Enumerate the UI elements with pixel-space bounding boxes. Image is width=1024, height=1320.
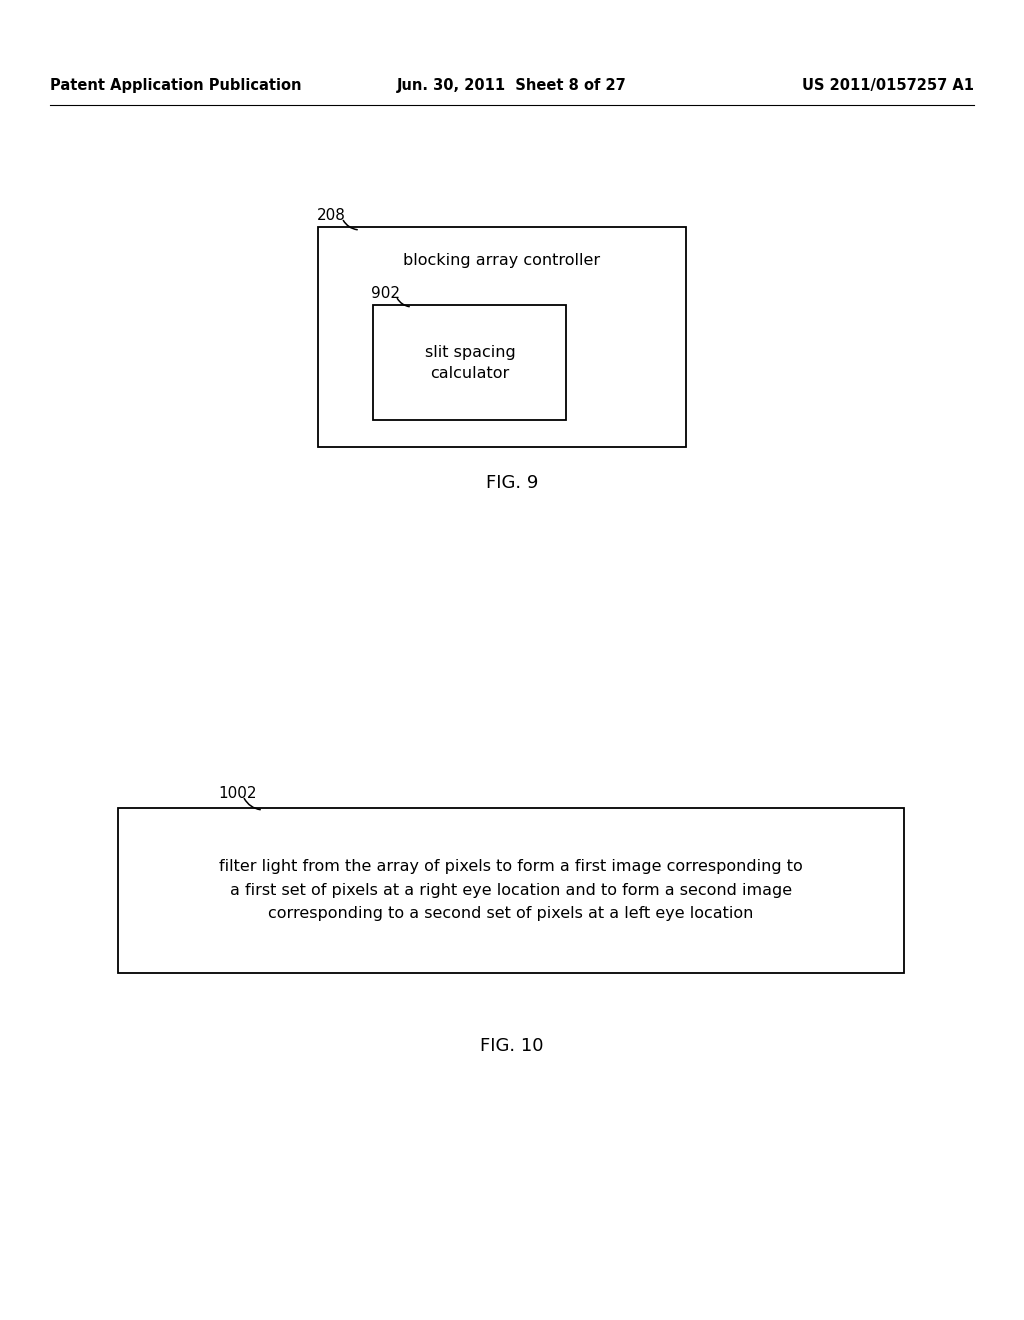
Text: filter light from the array of pixels to form a first image corresponding to
a f: filter light from the array of pixels to…: [219, 859, 803, 921]
Text: US 2011/0157257 A1: US 2011/0157257 A1: [802, 78, 974, 92]
Text: Patent Application Publication: Patent Application Publication: [50, 78, 301, 92]
Text: FIG. 10: FIG. 10: [480, 1038, 544, 1055]
Text: 1002: 1002: [218, 785, 256, 800]
Text: blocking array controller: blocking array controller: [403, 253, 600, 268]
Text: 208: 208: [317, 207, 346, 223]
Text: FIG. 9: FIG. 9: [485, 474, 539, 492]
Bar: [318, 227, 686, 447]
Text: 902: 902: [371, 285, 400, 301]
Text: slit spacing
calculator: slit spacing calculator: [425, 345, 515, 381]
Bar: [118, 808, 904, 973]
Text: Jun. 30, 2011  Sheet 8 of 27: Jun. 30, 2011 Sheet 8 of 27: [397, 78, 627, 92]
Bar: [373, 305, 566, 420]
